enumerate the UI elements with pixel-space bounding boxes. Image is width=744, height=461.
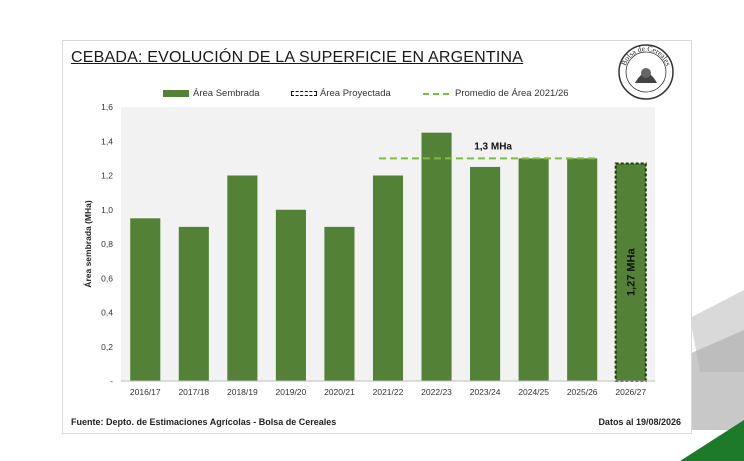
legend-swatch-solid: [163, 90, 189, 97]
bar: [227, 175, 258, 381]
y-tick-label: 1,4: [101, 136, 113, 146]
bar: [567, 158, 598, 381]
legend-item-proyectada: Área Proyectada: [291, 88, 391, 99]
x-tick-label: 2017/18: [178, 387, 209, 397]
y-tick-label: 1,2: [101, 171, 113, 181]
bolsa-de-cereales-seal-icon: Bolsa de Cereales: [618, 44, 674, 100]
x-tick-label: 2023/24: [470, 387, 501, 397]
y-axis-label: Área sembrada (MHa): [83, 200, 93, 288]
y-tick-label: 0,6: [101, 273, 113, 283]
bar: [324, 226, 355, 381]
source-note: Fuente: Depto. de Estimaciones Agrícolas…: [71, 417, 337, 427]
legend-swatch-line: [423, 92, 449, 95]
bar-projected: [614, 162, 647, 382]
legend-item-sembrada: Área Sembrada: [163, 88, 260, 99]
chart-legend: Área Sembrada Área Proyectada Promedio d…: [63, 88, 691, 102]
projected-label: 1,27 MHa: [626, 248, 638, 297]
x-tick-label: 2022/23: [421, 387, 452, 397]
legend-swatch-dashed: [291, 91, 317, 96]
x-tick-label: 2018/19: [227, 387, 258, 397]
legend-label-sembrada: Área Sembrada: [193, 88, 260, 99]
y-tick-label: -: [110, 376, 113, 386]
data-date: Datos al 19/08/2026: [598, 417, 681, 427]
bar: [372, 175, 404, 381]
x-tick-label: 2024/25: [518, 387, 549, 397]
green-stripe: [680, 420, 744, 461]
grey-stripe-dark: [680, 330, 744, 430]
x-tick-label: 2020/21: [324, 387, 355, 397]
y-tick-label: 0,2: [101, 342, 113, 352]
bar: [275, 209, 306, 381]
legend-label-proyectada: Área Proyectada: [320, 88, 391, 99]
bar-chart: - 0,2 0,4 0,6 0,8 1,0 1,2 1,4 1,6 Área sembrada (…: [83, 102, 655, 397]
bar: [421, 132, 452, 381]
x-tick-label: 2019/20: [276, 387, 307, 397]
bar: [518, 158, 549, 381]
x-tick-label: 2016/17: [130, 387, 161, 397]
legend-item-promedio: Promedio de Área 2021/26: [423, 88, 569, 99]
x-tick-label: 2021/22: [373, 387, 404, 397]
y-tick-label: 0,4: [101, 308, 113, 318]
x-tick-label: 2025/26: [567, 387, 598, 397]
bar: [470, 166, 501, 381]
y-tick-label: 0,8: [101, 239, 113, 249]
legend-label-promedio: Promedio de Área 2021/26: [455, 88, 569, 99]
y-tick-label: 1,0: [101, 205, 113, 215]
chart-title: CEBADA: EVOLUCIÓN DE LA SUPERFICIE EN AR…: [71, 49, 524, 66]
chart-card: CEBADA: EVOLUCIÓN DE LA SUPERFICIE EN AR…: [62, 40, 692, 434]
x-tick-label: 2026/27: [615, 387, 646, 397]
y-tick-label: 1,6: [101, 102, 113, 112]
average-label: 1,3 MHa: [474, 141, 512, 152]
bar: [130, 218, 161, 381]
bar: [178, 226, 209, 381]
